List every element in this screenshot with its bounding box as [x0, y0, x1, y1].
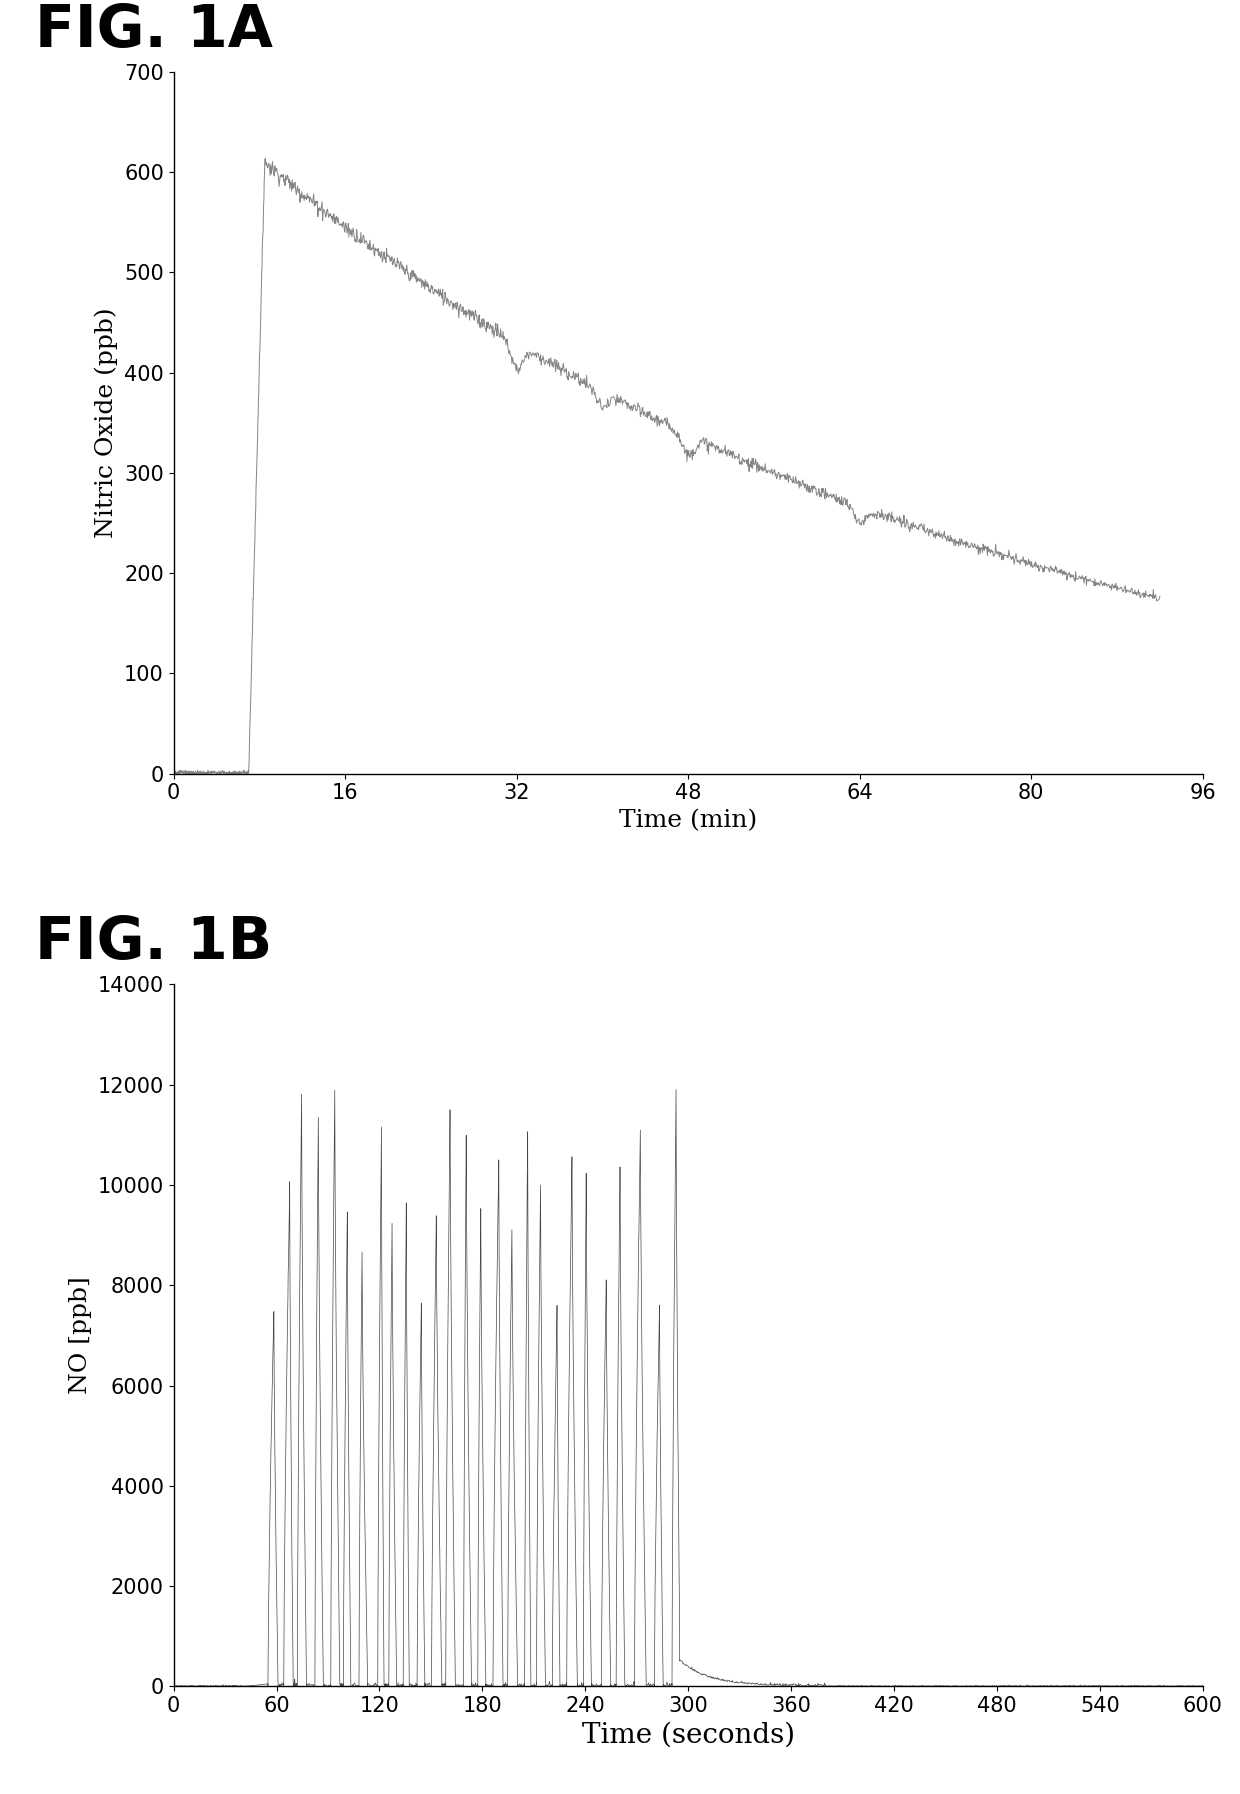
- Y-axis label: Nitric Oxide (ppb): Nitric Oxide (ppb): [95, 307, 119, 538]
- X-axis label: Time (seconds): Time (seconds): [582, 1722, 795, 1749]
- Text: FIG. 1A: FIG. 1A: [35, 2, 273, 59]
- Text: FIG. 1B: FIG. 1B: [35, 915, 272, 971]
- X-axis label: Time (min): Time (min): [619, 809, 758, 832]
- Y-axis label: NO [ppb]: NO [ppb]: [69, 1277, 92, 1394]
